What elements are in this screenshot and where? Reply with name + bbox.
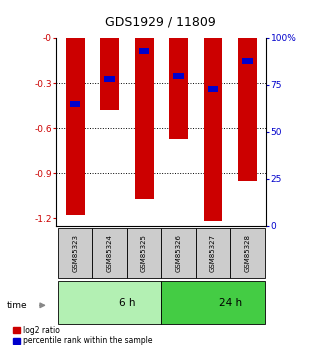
Bar: [208, 86, 218, 92]
Text: GSM85327: GSM85327: [210, 234, 216, 272]
Bar: [104, 76, 115, 82]
Bar: [161, 281, 265, 324]
Text: 6 h: 6 h: [118, 298, 135, 308]
Bar: [173, 72, 184, 79]
Bar: [196, 228, 230, 278]
Legend: log2 ratio, percentile rank within the sample: log2 ratio, percentile rank within the s…: [13, 326, 152, 345]
Text: GSM85324: GSM85324: [107, 234, 113, 272]
Bar: [127, 228, 161, 278]
Text: time: time: [6, 301, 27, 310]
Text: GDS1929 / 11809: GDS1929 / 11809: [105, 16, 216, 29]
Bar: [100, 38, 119, 110]
Text: GSM85323: GSM85323: [72, 234, 78, 272]
Bar: [58, 228, 92, 278]
Bar: [58, 281, 161, 324]
Bar: [139, 48, 149, 54]
Bar: [204, 38, 222, 221]
Bar: [238, 38, 257, 181]
Text: 24 h: 24 h: [219, 298, 242, 308]
Text: GSM85326: GSM85326: [176, 234, 182, 272]
Bar: [134, 38, 153, 199]
Bar: [66, 38, 85, 215]
Bar: [161, 228, 196, 278]
Text: GSM85325: GSM85325: [141, 234, 147, 272]
Bar: [92, 228, 127, 278]
Bar: [230, 228, 265, 278]
Bar: [169, 38, 188, 139]
Bar: [242, 58, 253, 63]
Text: GSM85328: GSM85328: [245, 234, 250, 272]
Bar: [70, 101, 80, 107]
